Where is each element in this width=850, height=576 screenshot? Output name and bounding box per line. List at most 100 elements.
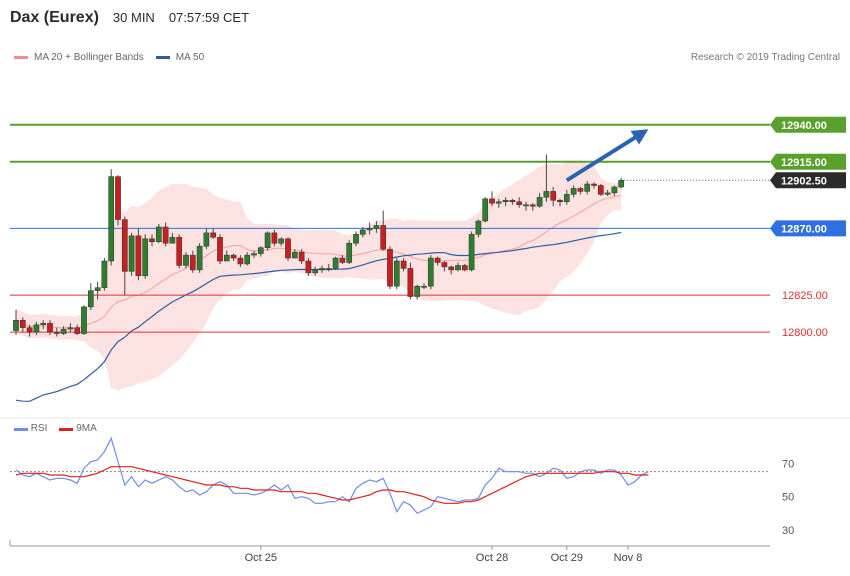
candle bbox=[441, 261, 448, 272]
candle-body bbox=[482, 198, 489, 222]
candle-body bbox=[94, 287, 101, 291]
candle-body bbox=[387, 248, 393, 287]
candle bbox=[468, 231, 475, 272]
candle-body bbox=[53, 331, 60, 334]
level-tag bbox=[770, 116, 846, 133]
candle bbox=[271, 229, 278, 247]
level-tag bbox=[770, 153, 846, 170]
candle bbox=[346, 240, 353, 264]
candle-body bbox=[407, 268, 414, 297]
candle-body bbox=[101, 260, 108, 288]
candle bbox=[237, 255, 244, 267]
legend-swatch-rsi bbox=[14, 428, 28, 431]
candle bbox=[128, 232, 135, 276]
candle-body bbox=[223, 254, 230, 262]
candle-body bbox=[237, 257, 244, 265]
legend-item-9ma: 9MA bbox=[59, 423, 97, 434]
level-tag bbox=[770, 220, 846, 237]
candle bbox=[210, 228, 217, 239]
ma50-line bbox=[15, 231, 622, 402]
rsi-y-tick: 50 bbox=[782, 492, 794, 504]
candle bbox=[550, 186, 557, 207]
candle-body bbox=[604, 192, 611, 195]
candle bbox=[40, 320, 47, 330]
candle bbox=[189, 250, 196, 273]
candle-body bbox=[393, 260, 400, 287]
candle bbox=[373, 221, 380, 233]
timeframe-label[interactable]: 30 MIN bbox=[112, 10, 155, 25]
instrument-title: Dax (Eurex) bbox=[10, 9, 99, 26]
candle-body bbox=[502, 200, 509, 203]
candle bbox=[516, 197, 523, 208]
candle-body bbox=[543, 191, 550, 198]
candle bbox=[339, 255, 346, 264]
level-label: 12940.00 bbox=[781, 120, 827, 132]
level-pivot-3: 12870.00 bbox=[10, 220, 846, 237]
candle bbox=[53, 327, 60, 337]
level-resistance-0: 12940.00 bbox=[10, 116, 846, 133]
candle bbox=[13, 309, 19, 336]
candle bbox=[325, 263, 332, 272]
candle-body bbox=[183, 254, 189, 266]
candle bbox=[557, 198, 563, 207]
candle-body bbox=[570, 188, 577, 195]
legend-swatch-ma50 bbox=[155, 56, 170, 59]
candle bbox=[142, 234, 149, 279]
candle bbox=[482, 197, 489, 223]
candle-body bbox=[135, 235, 142, 277]
candle-body bbox=[455, 265, 461, 271]
legend-item-ma50: MA 50 bbox=[155, 52, 204, 63]
candle-body bbox=[142, 238, 149, 277]
candle-body bbox=[448, 266, 455, 271]
candle-body bbox=[230, 254, 237, 259]
candle-body bbox=[60, 328, 67, 334]
candle bbox=[230, 253, 237, 262]
candle-body bbox=[584, 183, 591, 192]
candle-body bbox=[359, 229, 366, 235]
candle-body bbox=[366, 228, 373, 231]
candle bbox=[427, 255, 434, 290]
candle-body bbox=[298, 251, 305, 262]
candle bbox=[81, 305, 87, 336]
candle-body bbox=[414, 285, 421, 297]
candle-body bbox=[264, 232, 271, 248]
candle bbox=[176, 234, 183, 269]
candle bbox=[94, 281, 101, 300]
candle bbox=[33, 321, 40, 336]
candle bbox=[543, 154, 550, 202]
candle-body bbox=[47, 322, 53, 333]
candle bbox=[475, 219, 482, 238]
candle-body bbox=[67, 327, 74, 330]
level-resistance-1: 12915.00 bbox=[10, 153, 846, 170]
candle-body bbox=[475, 220, 482, 235]
chart-header: Dax (Eurex) 30 MIN 07:57:59 CET bbox=[10, 9, 249, 27]
candle bbox=[523, 201, 529, 211]
candle bbox=[509, 198, 516, 205]
rsi-legend: RSI 9MA bbox=[14, 423, 97, 434]
candle-body bbox=[115, 176, 121, 220]
candle bbox=[74, 324, 81, 336]
candle bbox=[155, 223, 162, 244]
candle-body bbox=[162, 226, 169, 244]
candle bbox=[597, 184, 604, 196]
candle bbox=[87, 283, 94, 310]
candle bbox=[291, 249, 298, 259]
candle-body bbox=[87, 290, 94, 308]
candle bbox=[67, 323, 74, 333]
level-label: 12825.00 bbox=[782, 290, 828, 302]
candle-body bbox=[325, 268, 332, 270]
candle bbox=[421, 283, 427, 290]
candle bbox=[618, 178, 625, 189]
candle bbox=[414, 284, 421, 300]
x-tick-label: Oct 28 bbox=[476, 552, 508, 564]
candle-body bbox=[271, 232, 278, 244]
candle bbox=[257, 246, 264, 257]
candle-body bbox=[618, 180, 625, 188]
candle bbox=[196, 243, 203, 273]
candle bbox=[217, 234, 223, 264]
candle bbox=[298, 249, 305, 264]
candle bbox=[278, 237, 285, 247]
candle bbox=[529, 203, 536, 211]
